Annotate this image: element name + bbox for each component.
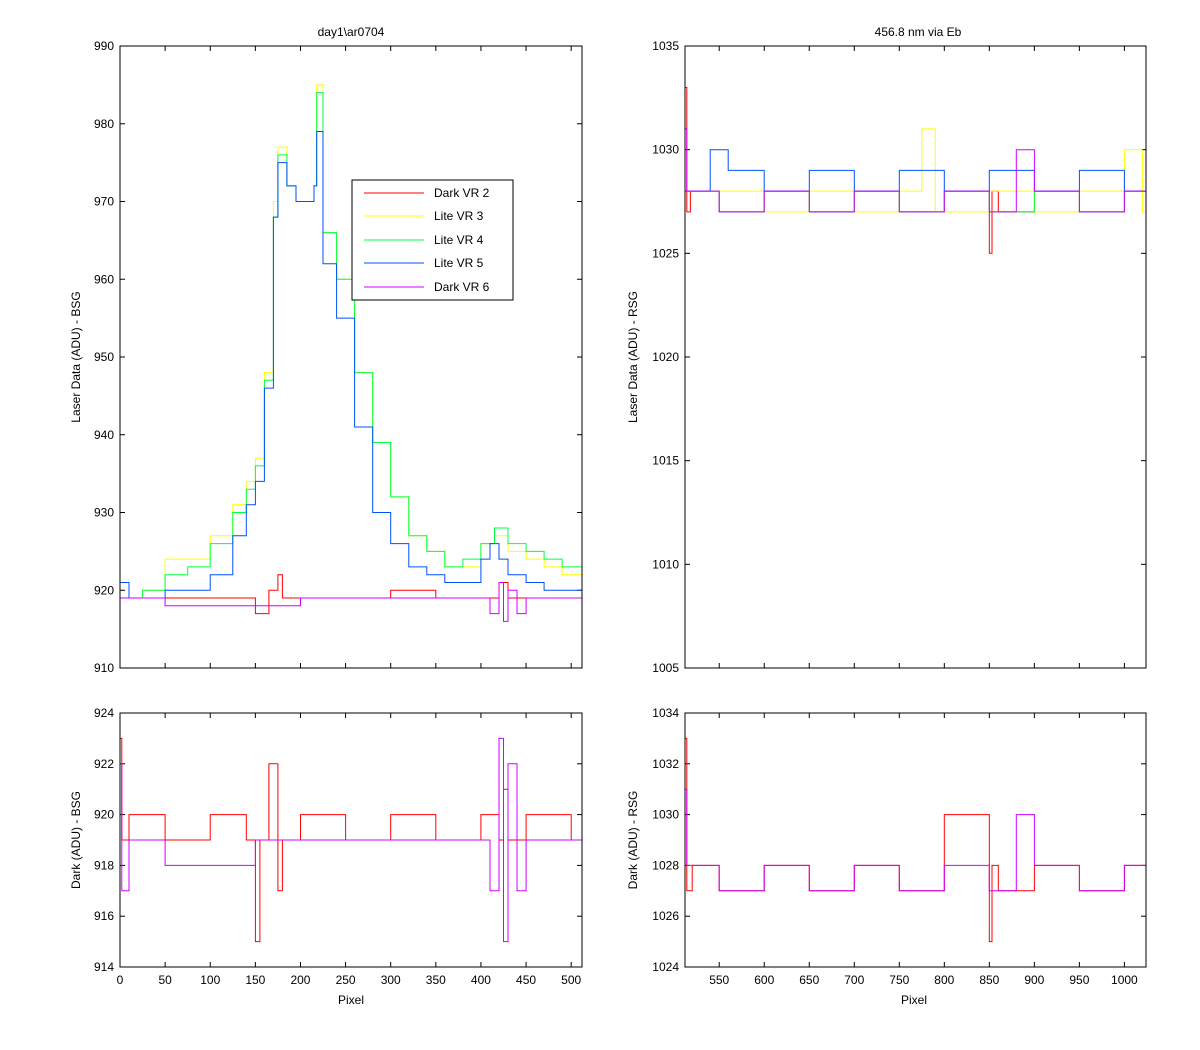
y-tick-label: 1005 [652, 661, 679, 675]
panel-top-right-lines [685, 87, 1147, 254]
x-tick-label: 50 [158, 973, 172, 987]
y-tick-label: 922 [94, 757, 114, 771]
y-tick-label: 920 [94, 583, 114, 597]
panel-top-right-ylabel: Laser Data (ADU) - RSG [626, 291, 640, 423]
y-tick-label: 1010 [652, 557, 679, 571]
y-tick-label: 930 [94, 506, 114, 520]
y-tick-label: 980 [94, 117, 114, 131]
panel-top-left: day1\ar0704 Laser Data (ADU) - BSG 910 92… [69, 25, 583, 675]
y-tick-label: 960 [94, 272, 114, 286]
y-tick-label: 920 [94, 808, 114, 822]
y-tick-label: 1030 [652, 808, 679, 822]
panel-bottom-left: Dark (ADU) - BSG Pixel 914 916 918 920 922 92… [69, 706, 583, 1007]
y-tick-label: 1025 [652, 246, 679, 260]
panel-bottom-right-frame [684, 712, 1147, 968]
y-tick-label: 950 [94, 350, 114, 364]
y-tick-label: 914 [94, 960, 114, 974]
y-tick-label: 1015 [652, 454, 679, 468]
panel-bottom-right: Dark (ADU) - RSG Pixel 10241026102810301… [626, 706, 1147, 1007]
panel-bottom-right-ylabel: Dark (ADU) - RSG [626, 791, 640, 890]
series-lite-vr-5 [120, 131, 583, 606]
legend: Dark VR 2 Lite VR 3 Lite VR 4 Lite VR 5 … [351, 179, 514, 301]
y-tick-label: 970 [94, 195, 114, 209]
x-tick-label: 1000 [1111, 973, 1138, 987]
panel-bottom-right-ticks: 1024 1026 1028 1030 1032 1034 550 600 650 700 750 8… [652, 706, 1146, 987]
legend-label-lite-vr4: Lite VR 4 [434, 233, 484, 247]
panel-top-right: 456.8 nm via Eb Laser Data (ADU) - RSG 1… [626, 25, 1147, 675]
panel-bottom-right-lines [685, 737, 1147, 943]
y-tick-label: 918 [94, 858, 114, 872]
x-tick-label: 250 [336, 973, 356, 987]
y-tick-label: 1034 [652, 706, 679, 720]
legend-label-lite-vr3: Lite VR 3 [434, 209, 484, 223]
y-tick-label: 924 [94, 706, 114, 720]
y-tick-label: 916 [94, 909, 114, 923]
x-tick-label: 700 [844, 973, 864, 987]
x-tick-label: 200 [290, 973, 310, 987]
series-dark-vr-6 [120, 737, 582, 943]
series-lite-vr-4 [120, 92, 583, 606]
panel-bottom-left-xlabel: Pixel [338, 993, 364, 1007]
panel-top-left-ylabel: Laser Data (ADU) - BSG [69, 291, 83, 422]
y-tick-label: 1032 [652, 757, 679, 771]
x-tick-label: 350 [426, 973, 446, 987]
series-lite-vr-5 [685, 149, 1146, 192]
x-tick-label: 900 [1024, 973, 1044, 987]
panel-top-left-lines [120, 84, 583, 622]
x-tick-label: 400 [471, 973, 491, 987]
panel-bottom-left-lines [120, 737, 583, 943]
y-tick-label: 990 [94, 39, 114, 53]
x-tick-label: 750 [889, 973, 909, 987]
panel-top-right-ticks: 1005 1010 1015 1020 1025 1030 1035 [652, 39, 1146, 675]
legend-label-dark-vr6: Dark VR 6 [434, 280, 490, 294]
y-tick-label: 1030 [652, 143, 679, 157]
x-tick-label: 0 [117, 973, 124, 987]
panel-top-left-ticks: 910 920 930 940 950 960 970 980 990 [94, 39, 582, 675]
panel-top-right-title: 456.8 nm via Eb [875, 25, 962, 39]
panel-bottom-left-ylabel: Dark (ADU) - BSG [69, 791, 83, 889]
y-tick-label: 1026 [652, 909, 679, 923]
panel-bottom-right-xlabel: Pixel [901, 993, 927, 1007]
panel-top-right-frame [684, 45, 1147, 669]
series-dark-vr-6 [120, 582, 582, 622]
x-tick-label: 500 [561, 973, 581, 987]
x-tick-label: 150 [245, 973, 265, 987]
y-tick-label: 910 [94, 661, 114, 675]
panel-bottom-left-ticks: 914 916 918 920 922 924 0 50 100 150 200 250 300 350 4… [94, 706, 582, 987]
x-tick-label: 100 [200, 973, 220, 987]
panel-top-left-title: day1\ar0704 [318, 25, 385, 39]
y-tick-label: 1024 [652, 960, 679, 974]
y-tick-label: 940 [94, 428, 114, 442]
legend-label-dark-vr2: Dark VR 2 [434, 186, 490, 200]
panel-top-left-frame [119, 45, 583, 669]
x-tick-label: 800 [934, 973, 954, 987]
y-tick-label: 1028 [652, 858, 679, 872]
series-dark-vr-6 [685, 128, 1147, 213]
x-tick-label: 850 [979, 973, 999, 987]
x-tick-label: 600 [754, 973, 774, 987]
legend-label-lite-vr5: Lite VR 5 [434, 256, 484, 270]
panel-bottom-left-frame [119, 712, 583, 968]
series-dark-vr-6 [685, 788, 1147, 892]
x-tick-label: 950 [1069, 973, 1089, 987]
x-tick-label: 650 [799, 973, 819, 987]
y-tick-label: 1035 [652, 39, 679, 53]
x-tick-label: 550 [709, 973, 729, 987]
y-tick-label: 1020 [652, 350, 679, 364]
x-tick-label: 300 [381, 973, 401, 987]
x-tick-label: 450 [516, 973, 536, 987]
